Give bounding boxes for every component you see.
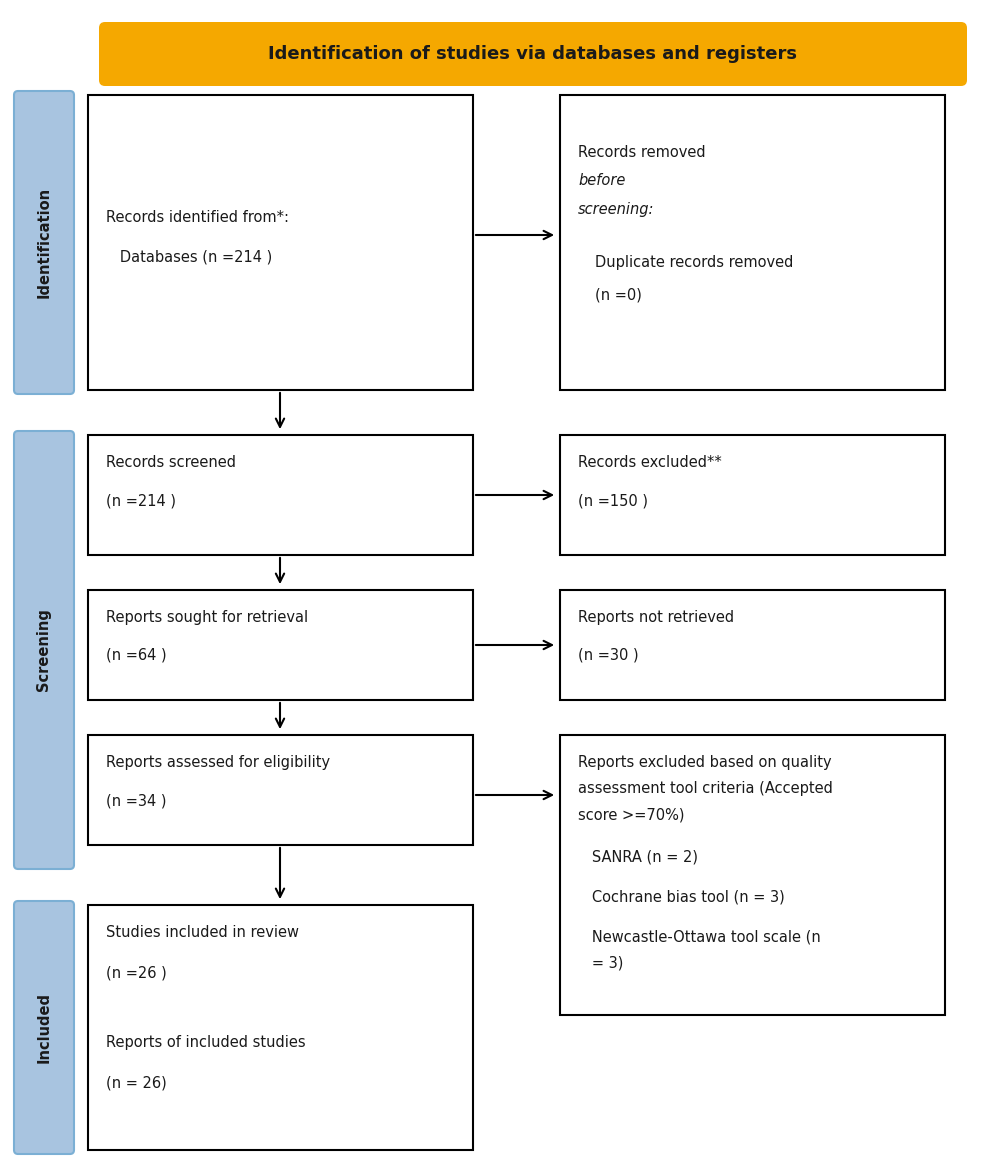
Text: Records removed: Records removed xyxy=(578,145,710,160)
FancyBboxPatch shape xyxy=(88,905,473,1150)
FancyBboxPatch shape xyxy=(88,435,473,555)
Text: Reports excluded based on quality: Reports excluded based on quality xyxy=(578,756,831,770)
Text: Reports not retrieved: Reports not retrieved xyxy=(578,610,735,625)
Text: Studies included in review: Studies included in review xyxy=(106,925,299,940)
FancyBboxPatch shape xyxy=(88,590,473,700)
Text: score >=70%): score >=70%) xyxy=(578,807,684,822)
FancyBboxPatch shape xyxy=(14,431,74,870)
Text: Reports assessed for eligibility: Reports assessed for eligibility xyxy=(106,756,330,770)
Text: (n =34 ): (n =34 ) xyxy=(106,793,167,808)
Text: before: before xyxy=(578,173,625,188)
Text: Databases (n =214 ): Databases (n =214 ) xyxy=(106,250,272,266)
Text: Records screened: Records screened xyxy=(106,455,236,470)
Text: (n =26 ): (n =26 ) xyxy=(106,965,167,980)
Text: Newcastle-Ottawa tool scale (n: Newcastle-Ottawa tool scale (n xyxy=(578,929,820,945)
Text: Records identified from*:: Records identified from*: xyxy=(106,210,289,224)
FancyBboxPatch shape xyxy=(14,901,74,1154)
FancyBboxPatch shape xyxy=(560,736,945,1015)
FancyBboxPatch shape xyxy=(14,90,74,394)
Text: Reports of included studies: Reports of included studies xyxy=(106,1035,306,1050)
Text: Duplicate records removed: Duplicate records removed xyxy=(595,255,794,270)
Text: Included: Included xyxy=(36,992,51,1063)
Text: SANRA (n = 2): SANRA (n = 2) xyxy=(578,850,698,865)
Text: Records excluded**: Records excluded** xyxy=(578,455,722,470)
Text: assessment tool criteria (Accepted: assessment tool criteria (Accepted xyxy=(578,781,833,795)
FancyBboxPatch shape xyxy=(88,95,473,390)
Text: Identification: Identification xyxy=(36,187,51,298)
FancyBboxPatch shape xyxy=(99,22,967,86)
Text: Cochrane bias tool (n = 3): Cochrane bias tool (n = 3) xyxy=(578,889,785,905)
Text: = 3): = 3) xyxy=(578,955,623,971)
Text: (n =150 ): (n =150 ) xyxy=(578,494,648,508)
Text: screening:: screening: xyxy=(578,202,655,217)
Text: Reports sought for retrieval: Reports sought for retrieval xyxy=(106,610,308,625)
Text: (n = 26): (n = 26) xyxy=(106,1075,167,1090)
Text: Screening: Screening xyxy=(36,609,51,691)
Text: (n =64 ): (n =64 ) xyxy=(106,647,167,663)
FancyBboxPatch shape xyxy=(560,95,945,390)
FancyBboxPatch shape xyxy=(88,736,473,845)
Text: Identification of studies via databases and registers: Identification of studies via databases … xyxy=(268,45,798,63)
FancyBboxPatch shape xyxy=(560,435,945,555)
FancyBboxPatch shape xyxy=(560,590,945,700)
Text: (n =30 ): (n =30 ) xyxy=(578,647,639,663)
Text: (n =0): (n =0) xyxy=(595,288,642,303)
Text: (n =214 ): (n =214 ) xyxy=(106,494,176,508)
